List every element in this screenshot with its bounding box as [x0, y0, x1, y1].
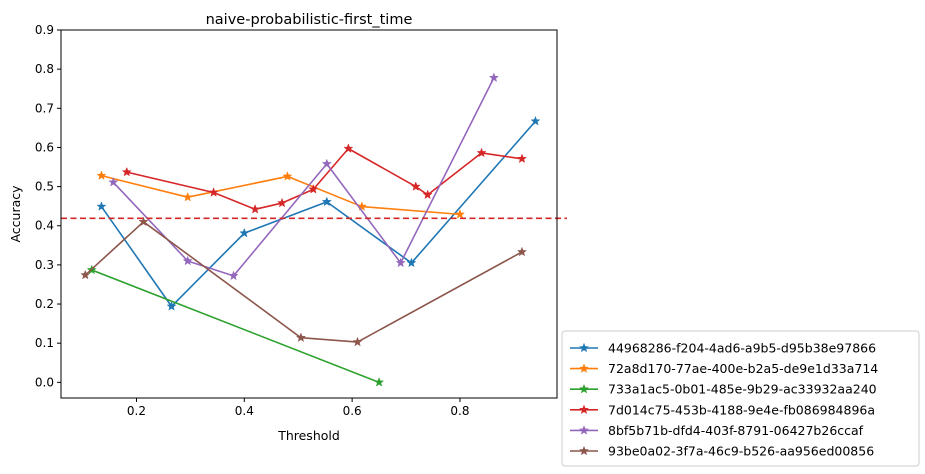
- series-6: [80, 216, 528, 347]
- y-tick-label: 0.1: [35, 336, 54, 350]
- y-tick-label: 0.8: [35, 62, 54, 76]
- data-point-marker: [352, 336, 363, 347]
- x-tick-label: 0.8: [450, 404, 469, 418]
- data-point-marker: [516, 153, 528, 164]
- legend-marker: [578, 383, 590, 394]
- data-point-marker: [121, 166, 132, 177]
- x-axis-label: Threshold: [277, 428, 340, 443]
- data-point-marker: [96, 201, 107, 211]
- legend-label: 72a8d170-77ae-400e-b2a5-de9e1d33a714: [608, 361, 878, 376]
- y-tick-label: 0.4: [35, 219, 54, 233]
- y-tick-label: 0.5: [35, 180, 54, 194]
- data-point-marker: [138, 216, 149, 227]
- data-point-marker: [454, 209, 466, 219]
- legend-label: 44968286-f204-4ad6-a9b5-d95b38e97866: [608, 341, 876, 356]
- series-line: [84, 221, 523, 343]
- data-point-marker: [308, 184, 319, 194]
- data-point-marker: [108, 176, 119, 187]
- series-5: [108, 72, 499, 281]
- legend-label: 8bf5b71b-dfd4-403f-8791-06427b26ccaf: [608, 423, 864, 438]
- series-1: [96, 115, 541, 311]
- data-point-marker: [410, 181, 421, 191]
- data-point-marker: [228, 270, 239, 281]
- y-tick-label: 0.9: [35, 23, 54, 37]
- legend-marker: [578, 342, 590, 353]
- x-axis: 0.2 0.4 0.6 0.8: [127, 398, 470, 418]
- y-axis-label: Accuracy: [8, 185, 23, 243]
- data-point-marker: [208, 187, 219, 197]
- legend-label: 733a1ac5-0b01-485e-9b29-ac33932aa240: [608, 382, 877, 397]
- legend-marker: [578, 425, 590, 435]
- data-point-marker: [321, 158, 332, 169]
- data-point-marker: [166, 301, 177, 311]
- y-tick-label: 0.0: [35, 375, 54, 389]
- axes-frame: [60, 29, 558, 399]
- series-line: [112, 77, 495, 277]
- data-point-marker: [276, 197, 288, 208]
- x-tick-label: 0.6: [343, 404, 362, 418]
- data-point-marker: [182, 255, 193, 266]
- legend-label: 7d014c75-453b-4188-9e4e-fb086984896a: [608, 402, 875, 417]
- legend-marker: [578, 404, 590, 415]
- data-point-marker: [530, 115, 541, 126]
- y-tick-label: 0.2: [35, 297, 54, 311]
- data-point-marker: [182, 191, 193, 202]
- legend-frame: [561, 330, 920, 467]
- data-point-marker: [80, 269, 91, 280]
- data-point-marker: [374, 377, 385, 387]
- series-line: [91, 269, 380, 384]
- legend-label: 93be0a02-3f7a-46c9-b526-aa956ed00856: [608, 444, 874, 459]
- data-point-marker: [488, 72, 499, 83]
- series-line: [100, 120, 537, 308]
- series-3: [86, 264, 385, 387]
- data-point-marker: [295, 332, 306, 343]
- data-point-marker: [406, 257, 417, 268]
- legend-marker: [578, 363, 590, 373]
- data-point-marker: [356, 201, 367, 211]
- y-axis: 0.0 0.1 0.2 0.3 0.4 0.5 0.6 0.7 0.8 0.9: [35, 23, 61, 389]
- data-point-marker: [250, 203, 261, 214]
- data-point-marker: [343, 143, 354, 153]
- data-point-marker: [476, 147, 487, 158]
- data-point-marker: [422, 189, 433, 200]
- data-point-marker: [239, 227, 250, 238]
- x-tick-label: 0.4: [235, 404, 254, 418]
- data-point-marker: [321, 196, 332, 207]
- plot-area: [61, 72, 567, 387]
- data-point-marker: [282, 171, 293, 181]
- y-tick-label: 0.3: [35, 258, 54, 272]
- data-point-marker: [96, 170, 107, 180]
- y-tick-label: 0.6: [35, 140, 54, 154]
- legend-marker: [578, 445, 590, 456]
- y-tick-label: 0.7: [35, 101, 54, 115]
- x-tick-label: 0.2: [127, 404, 146, 418]
- data-point-marker: [395, 257, 406, 268]
- data-point-marker: [516, 246, 528, 257]
- legend: 44968286-f204-4ad6-a9b5-d95b38e97866 72a8…: [561, 330, 920, 467]
- series-2: [96, 170, 466, 219]
- chart-title: naive-probabilistic-first_time: [206, 12, 413, 28]
